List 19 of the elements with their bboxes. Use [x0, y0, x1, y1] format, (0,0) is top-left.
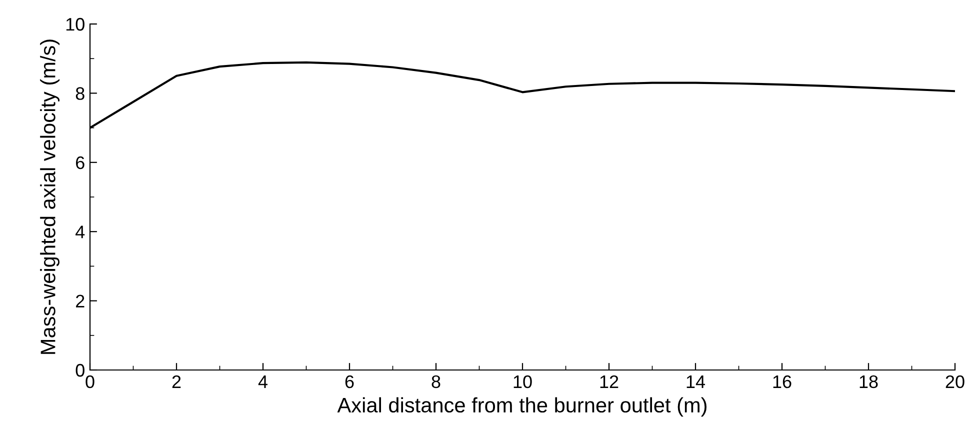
y-tick-label: 6 [76, 156, 84, 170]
x-axis-title: Axial distance from the burner outlet (m) [337, 397, 706, 417]
x-tick-label: 12 [600, 375, 618, 388]
y-axis-title: Mass-weighted axial velocity (m/s) [40, 40, 60, 354]
y-tick-label: 10 [66, 18, 84, 31]
y-tick-label: 4 [76, 226, 85, 238]
y-tick-label: 8 [76, 87, 84, 100]
x-tick-label: 18 [860, 375, 878, 388]
y-tick-label: 2 [76, 294, 84, 308]
x-tick-label: 10 [514, 375, 532, 388]
x-tick-label: 6 [345, 375, 354, 388]
x-tick-label: 14 [686, 376, 706, 388]
y-tick-label: 0 [76, 364, 84, 377]
x-tick-label: 0 [86, 375, 94, 388]
x-tick-label: 8 [432, 375, 440, 388]
x-tick-label: 2 [172, 375, 181, 388]
x-tick-label: 4 [258, 376, 268, 388]
x-tick-label: 20 [946, 375, 964, 388]
x-tick-label: 16 [773, 375, 792, 388]
